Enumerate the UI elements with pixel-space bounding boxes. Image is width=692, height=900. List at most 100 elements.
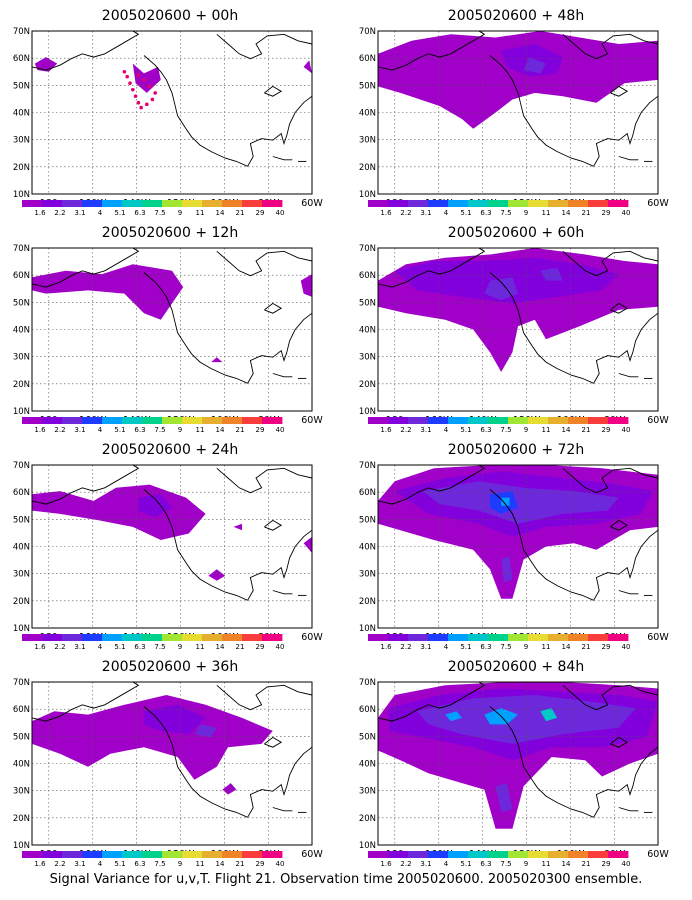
colorbar-swatch xyxy=(388,417,409,424)
observation-marker xyxy=(136,100,141,105)
lat-label: 20N xyxy=(359,163,376,173)
colorbar-swatch xyxy=(588,200,609,207)
colorbar-swatch xyxy=(448,417,469,424)
colorbar-swatch xyxy=(242,200,263,207)
lat-label: 20N xyxy=(13,597,30,607)
colorbar-swatch xyxy=(468,200,489,207)
colorbar-label: 21 xyxy=(582,860,591,868)
panel-title: 2005020600 + 48h xyxy=(447,8,585,24)
lat-label: 10N xyxy=(13,624,30,634)
colorbar-swatch xyxy=(608,634,629,641)
colorbar-swatch xyxy=(388,200,409,207)
coastline xyxy=(562,250,659,277)
lat-label: 20N xyxy=(13,380,30,390)
colorbar-label: 9 xyxy=(178,426,182,434)
colorbar-label: 2.2 xyxy=(400,426,411,434)
colorbar-label: 4 xyxy=(98,209,103,217)
observation-marker xyxy=(150,97,155,102)
colorbar-label: 29 xyxy=(602,209,611,217)
coastline xyxy=(31,681,140,722)
coastline xyxy=(143,55,248,167)
coastline xyxy=(143,489,248,601)
coastline xyxy=(264,302,283,314)
map-frame xyxy=(377,30,659,195)
colorbar-label: 2.2 xyxy=(54,426,65,434)
colorbar-label: 11 xyxy=(196,426,205,434)
colorbar-label: 21 xyxy=(236,209,245,217)
variance-shading xyxy=(32,264,184,320)
variance-shading xyxy=(208,569,226,581)
observation-marker xyxy=(125,74,129,79)
coastline xyxy=(216,684,313,711)
lat-label: 70N xyxy=(13,461,30,471)
colorbar-label: 7.5 xyxy=(154,860,165,868)
coastline xyxy=(610,736,629,748)
variance-shading xyxy=(445,711,462,722)
colorbar-label: 11 xyxy=(542,209,551,217)
lat-label: 10N xyxy=(13,190,30,200)
lat-label: 40N xyxy=(13,109,30,119)
colorbar-label: 14 xyxy=(562,426,571,434)
colorbar-swatch xyxy=(508,634,529,641)
coastline xyxy=(618,156,639,161)
variance-shading xyxy=(233,523,242,531)
colorbar-label: 4 xyxy=(444,209,449,217)
colorbar-swatch xyxy=(242,417,263,424)
variance-shading xyxy=(540,708,558,722)
lat-label: 70N xyxy=(359,27,376,37)
colorbar-label: 2.2 xyxy=(54,209,65,217)
lat-label: 60N xyxy=(359,271,376,281)
colorbar-label: 29 xyxy=(256,860,265,868)
colorbar-label: 5.1 xyxy=(114,860,125,868)
colorbar-swatch xyxy=(82,634,103,641)
observation-marker xyxy=(133,94,138,98)
colorbar-swatch xyxy=(42,417,63,424)
colorbar-swatch xyxy=(368,417,389,424)
map-canvas: 70N60N50N40N30N20N10N180160W140W120W100W… xyxy=(359,461,670,651)
lat-label: 40N xyxy=(359,543,376,553)
colorbar-swatch xyxy=(568,200,589,207)
coastline xyxy=(377,681,486,722)
lon-label: 60W xyxy=(301,415,323,426)
colorbar-swatch xyxy=(262,634,283,641)
lat-label: 50N xyxy=(359,732,376,742)
colorbar-swatch xyxy=(122,417,143,424)
colorbar-label: 14 xyxy=(562,643,571,651)
colorbar-label: 21 xyxy=(582,209,591,217)
colorbar-swatch xyxy=(262,417,283,424)
colorbar-swatch xyxy=(488,851,509,858)
colorbar-swatch xyxy=(368,634,389,641)
colorbar-swatch xyxy=(22,851,43,858)
colorbar-label: 3.1 xyxy=(420,209,431,217)
coastline xyxy=(216,467,313,494)
colorbar-label: 1.6 xyxy=(380,209,392,217)
colorbar-label: 14 xyxy=(216,643,225,651)
colorbar-label: 29 xyxy=(256,209,265,217)
variance-shading xyxy=(523,57,546,74)
colorbar-swatch xyxy=(62,417,83,424)
colorbar-swatch xyxy=(448,200,469,207)
lon-label: 60W xyxy=(301,632,323,643)
panel-title: 2005020600 + 60h xyxy=(447,225,585,241)
colorbar-label: 29 xyxy=(256,426,265,434)
map-frame xyxy=(31,464,313,629)
lat-label: 10N xyxy=(359,407,376,417)
colorbar-label: 14 xyxy=(216,209,225,217)
lat-label: 20N xyxy=(359,597,376,607)
colorbar-label: 5.1 xyxy=(460,209,471,217)
coastline xyxy=(562,33,659,60)
coastline xyxy=(489,706,594,818)
coastline xyxy=(562,467,659,494)
map-canvas: 70N60N50N40N30N20N10N180160W140W120W100W… xyxy=(13,678,324,868)
colorbar-label: 29 xyxy=(256,643,265,651)
map-panel-60h: 2005020600 + 60h70N60N50N40N30N20N10N180… xyxy=(346,225,686,450)
colorbar-label: 11 xyxy=(542,860,551,868)
colorbar-swatch xyxy=(182,851,203,858)
observation-marker xyxy=(147,84,152,89)
colorbar-swatch xyxy=(548,417,569,424)
observation-marker xyxy=(131,87,135,92)
colorbar-label: 2.2 xyxy=(400,643,411,651)
lat-label: 40N xyxy=(359,109,376,119)
colorbar-label: 5.1 xyxy=(114,209,125,217)
colorbar-label: 9 xyxy=(178,209,182,217)
